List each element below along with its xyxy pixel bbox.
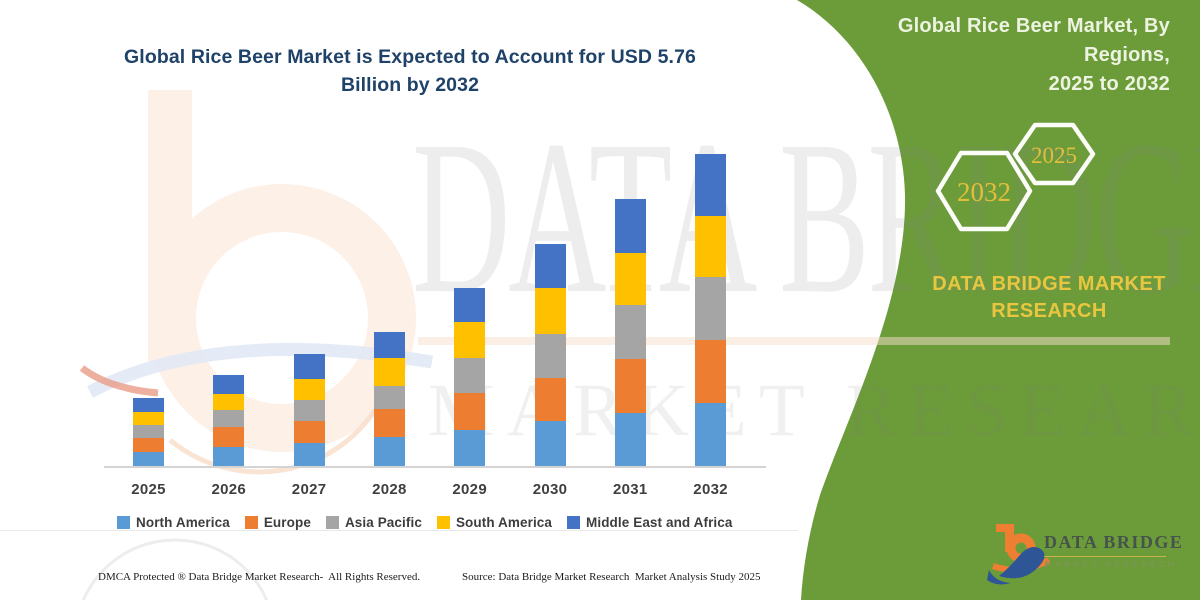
bar-2029 — [454, 287, 486, 466]
bar-segment-2029-north-america — [454, 430, 486, 466]
chart-title: Global Rice Beer Market is Expected to A… — [75, 44, 745, 99]
legend-swatch — [567, 515, 581, 529]
data-bridge-logo-icon — [987, 524, 1051, 585]
hexagon-2025: 2025 — [1012, 122, 1096, 186]
chart-title-line1: Global Rice Beer Market is Expected to A… — [124, 46, 696, 68]
x-axis-label-2029: 2029 — [452, 481, 487, 498]
panel-brand-line1: DATA BRIDGE MARKET — [932, 273, 1166, 295]
bar-segment-2032-south-america — [695, 216, 727, 277]
legend-item-europe: Europe — [244, 514, 311, 530]
x-axis-label-2026: 2026 — [211, 481, 247, 498]
bar-segment-2026-middle-east-and-africa — [213, 375, 245, 395]
bar-segment-2030-middle-east-and-africa — [534, 243, 566, 288]
panel-title-line2: 2025 to 2032 — [1048, 73, 1170, 95]
bar-segment-2029-middle-east-and-africa — [454, 287, 486, 322]
legend-item-middle-east-and-africa: Middle East and Africa — [567, 515, 732, 530]
bar-2026 — [213, 375, 245, 466]
legend-swatch — [325, 515, 339, 529]
legend-label: South America — [455, 514, 553, 530]
bar-segment-2026-europe — [213, 426, 245, 447]
legend-swatch — [436, 515, 450, 529]
bar-segment-2031-asia-pacific — [614, 304, 646, 359]
logo-underline — [1044, 556, 1166, 557]
bar-segment-2025-middle-east-and-africa — [133, 397, 164, 413]
footer-dmca-text: DMCA Protected ® Data Bridge Market Rese… — [98, 571, 421, 583]
bar-segment-2029-europe — [454, 392, 486, 431]
legend-swatch — [244, 515, 258, 529]
bar-segment-2027-europe — [293, 421, 325, 444]
bar-segment-2027-south-america — [293, 379, 325, 400]
bar-segment-2026-north-america — [213, 447, 245, 466]
x-axis-label-2027: 2027 — [291, 481, 327, 498]
logo-subtitle: MARKET RESEARCH — [1045, 560, 1178, 569]
bar-segment-2027-middle-east-and-africa — [293, 353, 325, 380]
hexagon-2025-label: 2025 — [1031, 143, 1077, 168]
bar-segment-2032-middle-east-and-africa — [695, 153, 727, 217]
bar-segment-2028-middle-east-and-africa — [373, 332, 405, 359]
bar-segment-2032-europe — [695, 339, 727, 404]
legend: North America Europe Asia Pacific South Ame… — [117, 513, 733, 531]
panel-title: Global Rice Beer Market, By Regions, 202… — [810, 12, 1170, 99]
bar-segment-2025-south-america — [133, 412, 164, 426]
x-axis-line — [104, 466, 766, 468]
bar-segment-2030-north-america — [534, 421, 566, 466]
bar-segment-2025-europe — [133, 437, 164, 453]
data-bridge-logo: DATA BRIDGE MARKET RESEARCH — [975, 518, 1185, 588]
legend-label: North America — [136, 514, 230, 530]
bar-segment-2030-asia-pacific — [534, 333, 566, 379]
bar-segment-2031-south-america — [614, 253, 646, 305]
bar-2025 — [133, 397, 164, 466]
x-axis-label-2025: 2025 — [131, 481, 166, 498]
footer-source-text: Source: Data Bridge Market Research Mark… — [462, 571, 761, 583]
bar-segment-2025-north-america — [133, 452, 164, 466]
legend-item-south-america: South America — [436, 514, 553, 530]
bar-segment-2029-south-america — [454, 321, 486, 358]
panel-brand-text: DATA BRIDGE MARKET RESEARCH — [926, 271, 1172, 325]
legend-label: Middle East and Africa — [586, 514, 733, 530]
legend-swatch — [117, 515, 130, 529]
bar-segment-2032-asia-pacific — [695, 276, 727, 340]
x-axis-label-2030: 2030 — [532, 481, 568, 498]
bottom-divider-line — [0, 530, 798, 531]
bar-segment-2028-north-america — [373, 437, 405, 466]
bar-segment-2030-europe — [534, 378, 566, 421]
bar-segment-2026-south-america — [213, 394, 245, 411]
legend-item-asia-pacific: Asia Pacific — [325, 514, 422, 530]
bar-segment-2028-europe — [373, 409, 405, 438]
watermark-underline-band — [418, 337, 1170, 345]
bar-segment-2029-asia-pacific — [454, 357, 486, 393]
bar-segment-2031-europe — [614, 358, 646, 413]
x-axis-label-2032: 2032 — [693, 481, 728, 498]
bar-segment-2031-north-america — [614, 412, 646, 466]
chart-title-line2: Billion by 2032 — [340, 73, 480, 96]
x-axis-label-2028: 2028 — [372, 481, 407, 498]
bar-2031 — [614, 198, 646, 466]
hexagon-2032-label: 2032 — [957, 177, 1011, 207]
bar-segment-2026-asia-pacific — [213, 410, 245, 427]
logo-wordmark: DATA BRIDGE — [1044, 532, 1184, 552]
bar-segment-2032-north-america — [695, 403, 727, 466]
bar-segment-2027-asia-pacific — [293, 399, 325, 422]
bar-segment-2030-south-america — [534, 287, 566, 334]
bar-segment-2027-north-america — [293, 443, 325, 466]
bar-2032 — [695, 153, 727, 466]
bar-segment-2028-asia-pacific — [373, 386, 405, 410]
bar-2028 — [373, 332, 405, 466]
panel-brand-line2: RESEARCH — [991, 300, 1107, 322]
legend-item-north-america: North America — [117, 515, 230, 530]
bar-segment-2025-asia-pacific — [133, 425, 164, 438]
bar-segment-2028-south-america — [373, 358, 405, 387]
hexagon-2032: 2032 — [935, 150, 1033, 232]
bar-2027 — [293, 353, 325, 466]
legend-label: Asia Pacific — [344, 514, 422, 530]
x-axis-label-2031: 2031 — [613, 481, 648, 498]
bar-2030 — [534, 243, 566, 466]
legend-label: Europe — [263, 514, 311, 530]
panel-title-line1: Global Rice Beer Market, By Regions, — [897, 15, 1170, 66]
bar-segment-2031-middle-east-and-africa — [614, 198, 646, 254]
